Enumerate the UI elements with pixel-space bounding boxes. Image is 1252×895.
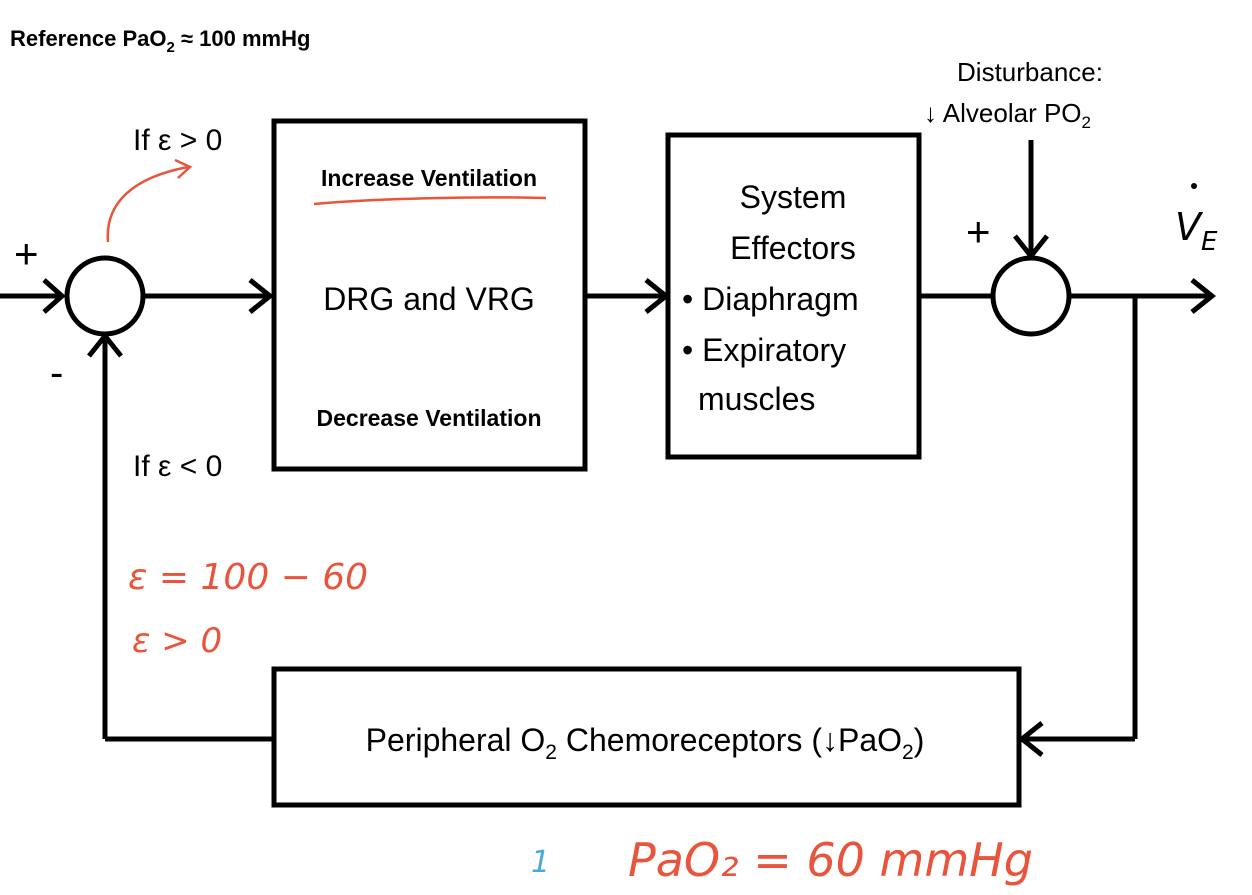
output-ventilation-symbol: VE	[1175, 205, 1218, 257]
red-curve-arrow	[106, 158, 193, 243]
disturbance-label: Disturbance:	[957, 57, 1103, 87]
handwritten-error-result: ε > 0	[132, 621, 222, 661]
effector-item-diaphragm: • Diaphragm	[682, 281, 859, 317]
output-arrow	[1069, 278, 1217, 314]
feedback-path	[1017, 296, 1138, 757]
handwritten-error-calc: ε = 100 − 60	[128, 557, 368, 598]
effectors-title-line1: System	[740, 179, 847, 215]
increase-ventilation-label: Increase Ventilation	[321, 165, 537, 191]
effector-item-muscles: muscles	[698, 381, 815, 417]
red-underline	[313, 196, 547, 206]
feedback-return-path	[87, 331, 274, 742]
effectors-title-line2: Effectors	[730, 230, 856, 266]
input-arrow	[0, 278, 66, 314]
arrow-junction-to-controller	[143, 278, 275, 314]
output-dot	[1191, 183, 1197, 189]
arrow-controller-to-effectors	[585, 278, 671, 314]
handwritten-blue-mark: 1	[531, 845, 550, 880]
handwritten-pao2-value: PaO₂ = 60 mmHg	[628, 833, 1033, 887]
decrease-ventilation-label: Decrease Ventilation	[317, 405, 542, 431]
right-plus-sign: +	[966, 208, 991, 255]
reference-label: Reference PaO2 ≈ 100 mmHg	[10, 26, 310, 56]
if-error-positive-label: If ε > 0	[133, 124, 222, 157]
effector-item-expiratory: • Expiratory	[682, 332, 846, 368]
controller-block	[271, 118, 588, 472]
left-plus-sign: +	[14, 230, 39, 277]
sensor-block	[271, 666, 1022, 808]
controller-center-label: DRG and VRG	[323, 281, 535, 317]
right-summing-junction	[990, 255, 1072, 337]
sensor-label: Peripheral O2 Chemoreceptors (↓PaO2)	[366, 722, 925, 764]
left-summing-junction	[64, 255, 146, 337]
if-error-negative-label: If ε < 0	[133, 450, 222, 483]
left-minus-sign: -	[50, 351, 63, 395]
disturbance-arrow	[1013, 140, 1049, 261]
effectors-block	[665, 132, 922, 460]
disturbance-alveolar-po2: ↓ Alveolar PO2	[924, 98, 1091, 132]
